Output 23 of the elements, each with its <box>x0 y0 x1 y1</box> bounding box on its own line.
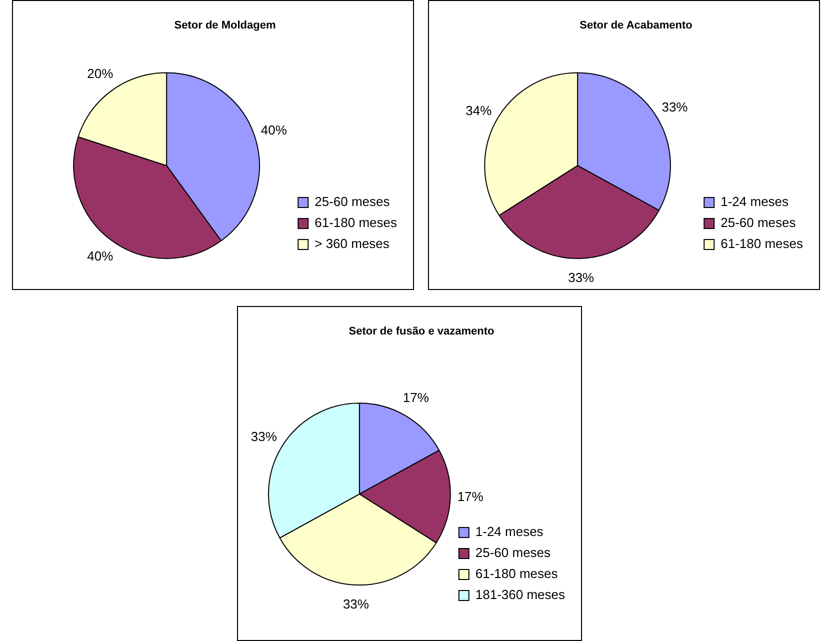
legend-label: 1-24 meses <box>475 524 544 540</box>
legend-label: 25-60 meses <box>720 215 796 230</box>
legend-label: 25-60 meses <box>314 194 390 210</box>
legend-label: 61-180 meses <box>720 236 804 252</box>
data-label: 34% <box>466 102 492 118</box>
data-label: 40% <box>87 248 114 264</box>
data-label: 17% <box>457 489 484 504</box>
legend-label: 25-60 meses <box>475 545 552 560</box>
data-label: 33% <box>662 100 688 115</box>
legend-label: 61-180 meses <box>475 566 558 582</box>
data-label: 33% <box>342 596 370 612</box>
data-label: 33% <box>250 429 278 444</box>
data-label: 20% <box>87 66 114 81</box>
chart-title: Setor de fusão e vazamento <box>348 326 495 338</box>
data-label: 33% <box>568 270 595 286</box>
legend-label: 61-180 meses <box>314 215 398 230</box>
legend-label: 181-360 meses <box>475 587 566 602</box>
data-label: 40% <box>260 122 288 138</box>
legend-label: > 360 meses <box>314 236 390 252</box>
legend-label: 1-24 meses <box>720 194 790 210</box>
chart-title: Setor de Moldagem <box>174 20 276 32</box>
data-label: 17% <box>402 390 430 406</box>
chart-title: Setor de Acabamento <box>580 20 693 32</box>
